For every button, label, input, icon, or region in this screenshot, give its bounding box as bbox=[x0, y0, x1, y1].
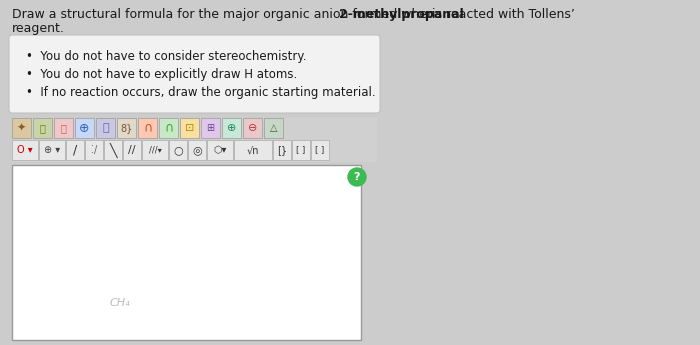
Text: ⊖: ⊖ bbox=[248, 123, 257, 133]
Text: 2-methylpropanal: 2-methylpropanal bbox=[339, 8, 463, 21]
Text: [ ]: [ ] bbox=[316, 146, 325, 155]
Text: //: // bbox=[128, 145, 136, 155]
Bar bbox=[201, 118, 220, 138]
Bar bbox=[96, 118, 115, 138]
Bar bbox=[75, 118, 94, 138]
Text: /: / bbox=[73, 144, 77, 157]
Bar bbox=[104, 140, 122, 160]
Bar bbox=[169, 140, 187, 160]
Text: ✦: ✦ bbox=[17, 123, 26, 133]
Bar bbox=[234, 140, 272, 160]
Bar bbox=[311, 140, 329, 160]
Text: CH₄: CH₄ bbox=[110, 298, 131, 308]
Text: •  If no reaction occurs, draw the organic starting material.: • If no reaction occurs, draw the organi… bbox=[26, 86, 376, 99]
Bar bbox=[292, 140, 310, 160]
Bar bbox=[159, 118, 178, 138]
Circle shape bbox=[348, 168, 366, 186]
Text: ⊕ ▾: ⊕ ▾ bbox=[44, 145, 60, 155]
Text: 🔒: 🔒 bbox=[40, 123, 46, 133]
Text: ⚹: ⚹ bbox=[102, 123, 108, 133]
Bar bbox=[180, 118, 199, 138]
Bar bbox=[85, 140, 103, 160]
Text: ╲: ╲ bbox=[109, 142, 117, 158]
Text: ?: ? bbox=[354, 172, 360, 182]
Text: △: △ bbox=[270, 123, 277, 133]
Bar bbox=[138, 118, 157, 138]
Bar bbox=[12, 118, 377, 162]
Text: reagent.: reagent. bbox=[12, 22, 65, 35]
Text: ⊡: ⊡ bbox=[185, 123, 194, 133]
Text: •  You do not have to consider stereochemistry.: • You do not have to consider stereochem… bbox=[26, 50, 307, 63]
Text: ⬡▾: ⬡▾ bbox=[214, 145, 227, 155]
Bar bbox=[12, 118, 31, 138]
Bar bbox=[222, 118, 241, 138]
Bar bbox=[12, 140, 38, 160]
Bar bbox=[264, 118, 283, 138]
Bar bbox=[39, 140, 65, 160]
Text: [}: [} bbox=[277, 145, 287, 155]
Bar bbox=[142, 140, 168, 160]
Bar bbox=[12, 165, 361, 340]
Bar bbox=[54, 118, 73, 138]
Text: ⊞: ⊞ bbox=[206, 123, 215, 133]
Text: •  You do not have to explicitly draw H atoms.: • You do not have to explicitly draw H a… bbox=[26, 68, 298, 81]
Text: √n: √n bbox=[246, 145, 259, 155]
Text: ⬛: ⬛ bbox=[61, 123, 66, 133]
Text: ⁚/: ⁚/ bbox=[91, 145, 97, 155]
Text: [ ]: [ ] bbox=[296, 146, 306, 155]
Bar bbox=[123, 140, 141, 160]
Text: ∩: ∩ bbox=[143, 121, 152, 135]
Bar bbox=[188, 140, 206, 160]
FancyBboxPatch shape bbox=[9, 35, 380, 113]
Text: O ▾: O ▾ bbox=[18, 145, 33, 155]
Bar bbox=[273, 140, 291, 160]
Text: Draw a structural formula for the major organic anion formed when: Draw a structural formula for the major … bbox=[12, 8, 439, 21]
Text: 8}: 8} bbox=[120, 123, 133, 133]
Bar bbox=[243, 118, 262, 138]
Text: is reacted with Tollens’: is reacted with Tollens’ bbox=[428, 8, 575, 21]
Text: ⊕: ⊕ bbox=[79, 121, 90, 135]
Bar bbox=[207, 140, 233, 160]
Bar bbox=[33, 118, 52, 138]
Text: ⊕: ⊕ bbox=[227, 123, 236, 133]
Bar bbox=[117, 118, 136, 138]
Text: ◎: ◎ bbox=[192, 145, 202, 155]
Text: ///▾: ///▾ bbox=[148, 146, 162, 155]
Text: ○: ○ bbox=[173, 145, 183, 155]
Text: ∩: ∩ bbox=[164, 121, 173, 135]
Bar bbox=[66, 140, 84, 160]
